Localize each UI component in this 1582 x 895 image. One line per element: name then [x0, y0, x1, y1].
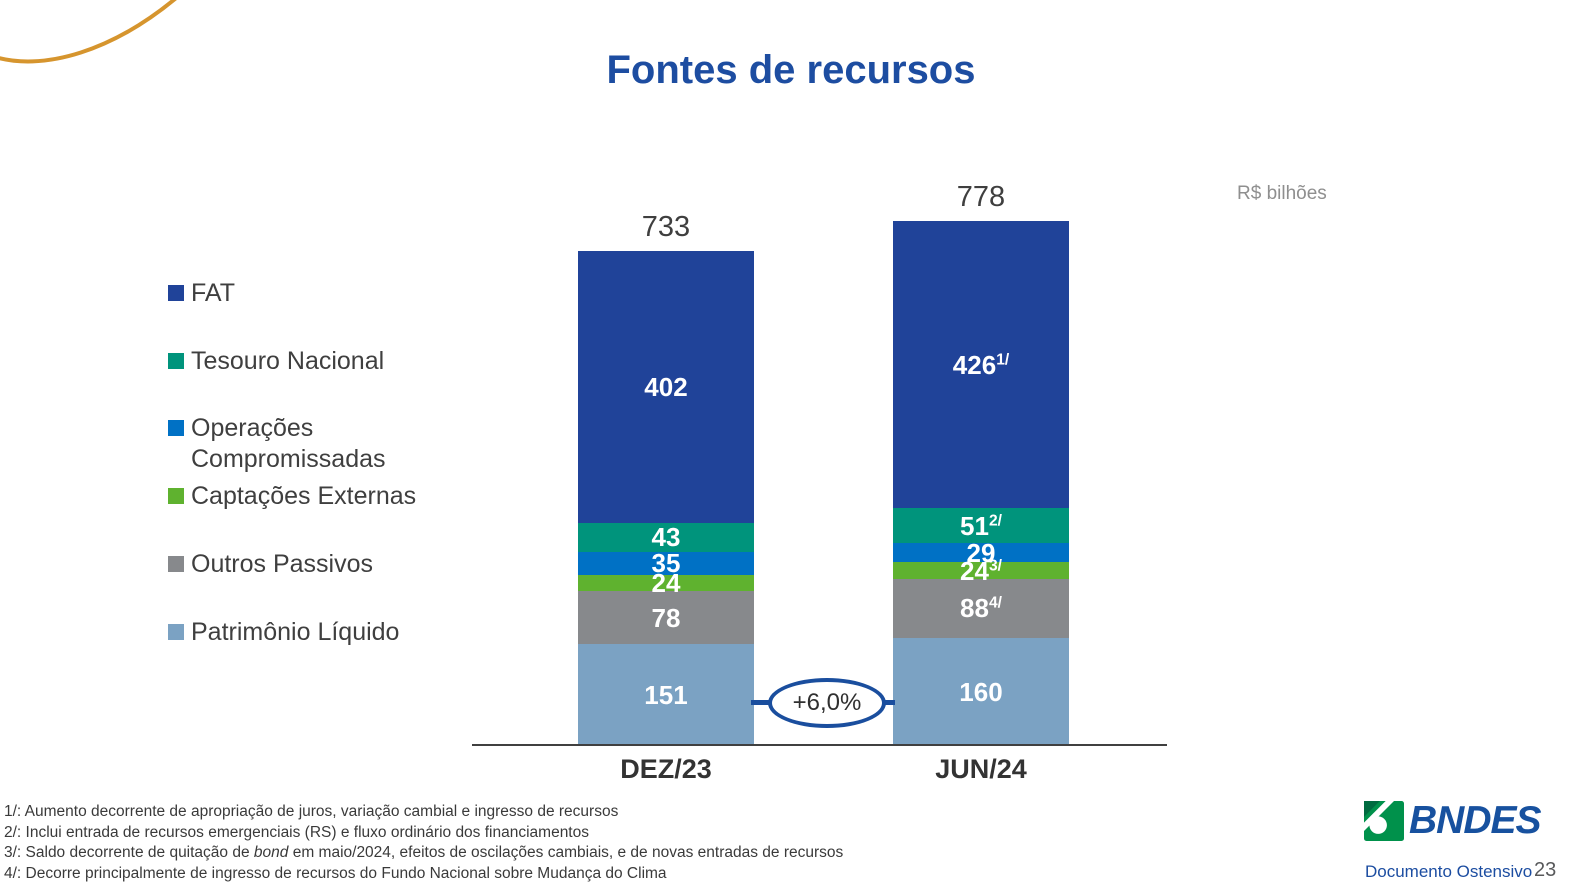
legend-label: Tesouro Nacional — [191, 347, 385, 375]
bar-total-jun24: 778 — [956, 180, 1006, 213]
legend-swatch-captacoes-externas — [168, 488, 184, 504]
growth-badge: +6,0% — [768, 678, 886, 728]
x-axis-line — [472, 744, 1167, 746]
bar-segment-value: 24 — [651, 568, 681, 599]
footnotes: 1/: Aumento decorrente de apropriação de… — [4, 802, 843, 884]
legend-swatch-operacoes-compromissadas — [168, 420, 184, 436]
x-tick-jun24: JUN/24 — [935, 754, 1027, 784]
bar-segment-outros-passivos: 884/ — [893, 578, 1069, 638]
page-title: Fontes de recursos — [606, 48, 976, 92]
bar-segment-value: 151 — [644, 680, 688, 711]
footnote-2: 2/: Inclui entrada de recursos emergenci… — [4, 823, 589, 841]
bar-segment-outros-passivos: 78 — [578, 591, 754, 645]
decorative-arc — [0, 0, 177, 64]
bar-segment-patrimonio-liquido: 151 — [578, 644, 754, 746]
bar-segment-fat: 402 — [578, 251, 754, 523]
page-number: 23 — [1534, 859, 1557, 881]
legend-item-patrimonio-liquido: Patrimônio Líquido — [168, 617, 399, 648]
doc-classification: Documento Ostensivo — [1365, 862, 1533, 881]
bar-jun24: 778 4261/512/29 243/884/160 — [893, 181, 1069, 746]
bar-stack-dez23: 402 43 35 24 78 151 — [578, 251, 754, 746]
legend-swatch-outros-passivos — [168, 556, 184, 572]
bar-stack-jun24: 4261/512/29 243/884/160 — [893, 220, 1069, 746]
bar-segment-operacoes-compromissadas: 35 — [578, 548, 754, 579]
legend-swatch-tesouro-nacional — [168, 353, 184, 369]
bar-segment-value: 35 — [651, 548, 681, 579]
footnote-1: 1/: Aumento decorrente de apropriação de… — [4, 803, 619, 820]
legend-item-operacoes-compromissadas: Operações Compromissadas — [168, 413, 441, 475]
legend-swatch-patrimonio-liquido — [168, 624, 184, 640]
legend-swatch-fat — [168, 285, 184, 301]
bar-segment-value: 43 — [651, 522, 681, 553]
legend-label: FAT — [191, 279, 235, 307]
bar-segment-value: 243/ — [960, 555, 1002, 586]
bar-segment-patrimonio-liquido: 160 — [893, 638, 1069, 746]
bar-segment-value: 884/ — [960, 593, 1002, 624]
legend-item-captacoes-externas: Captações Externas — [168, 481, 416, 512]
legend-item-outros-passivos: Outros Passivos — [168, 549, 373, 580]
bar-segment-tesouro-nacional: 43 — [578, 522, 754, 553]
bar-segment-value: 402 — [644, 371, 688, 402]
legend-label: Captações Externas — [191, 482, 417, 510]
legend-item-fat: FAT — [168, 278, 235, 309]
bar-segment-captacoes-externas: 243/ — [893, 558, 1069, 584]
legend-label: Patrimônio Líquido — [191, 618, 400, 646]
bndes-wordmark: BNDES — [1409, 799, 1542, 842]
legend-item-tesouro-nacional: Tesouro Nacional — [168, 346, 384, 377]
footnote-3: 3/: Saldo decorrente de quitação de bond… — [4, 844, 844, 861]
bar-segment-value: 512/ — [960, 510, 1002, 541]
unit-label: R$ bilhões — [1237, 183, 1327, 204]
bar-total-dez23: 733 — [641, 211, 691, 244]
bndes-logo: BNDES — [1364, 799, 1542, 842]
legend-label: Outros Passivos — [191, 550, 374, 578]
bndes-logo-icon — [1364, 801, 1404, 841]
bar-dez23: 733 402 43 35 24 78 151 — [578, 211, 754, 746]
bar-segment-value: 4261/ — [952, 349, 1010, 380]
footnote-4: 4/: Decorre principalmente de ingresso d… — [4, 864, 667, 882]
bar-segment-operacoes-compromissadas: 29 — [893, 537, 1069, 568]
bar-segment-captacoes-externas: 24 — [578, 570, 754, 596]
growth-label: +6,0% — [792, 689, 862, 716]
bar-segment-value: 29 — [966, 537, 996, 568]
bar-segment-value: 78 — [651, 602, 681, 633]
bar-segment-tesouro-nacional: 512/ — [893, 508, 1069, 543]
bar-segment-value: 160 — [959, 677, 1003, 707]
legend-label: Operações Compromissadas — [191, 414, 386, 473]
x-tick-dez23: DEZ/23 — [620, 754, 712, 784]
bar-segment-fat: 4261/ — [893, 220, 1069, 509]
